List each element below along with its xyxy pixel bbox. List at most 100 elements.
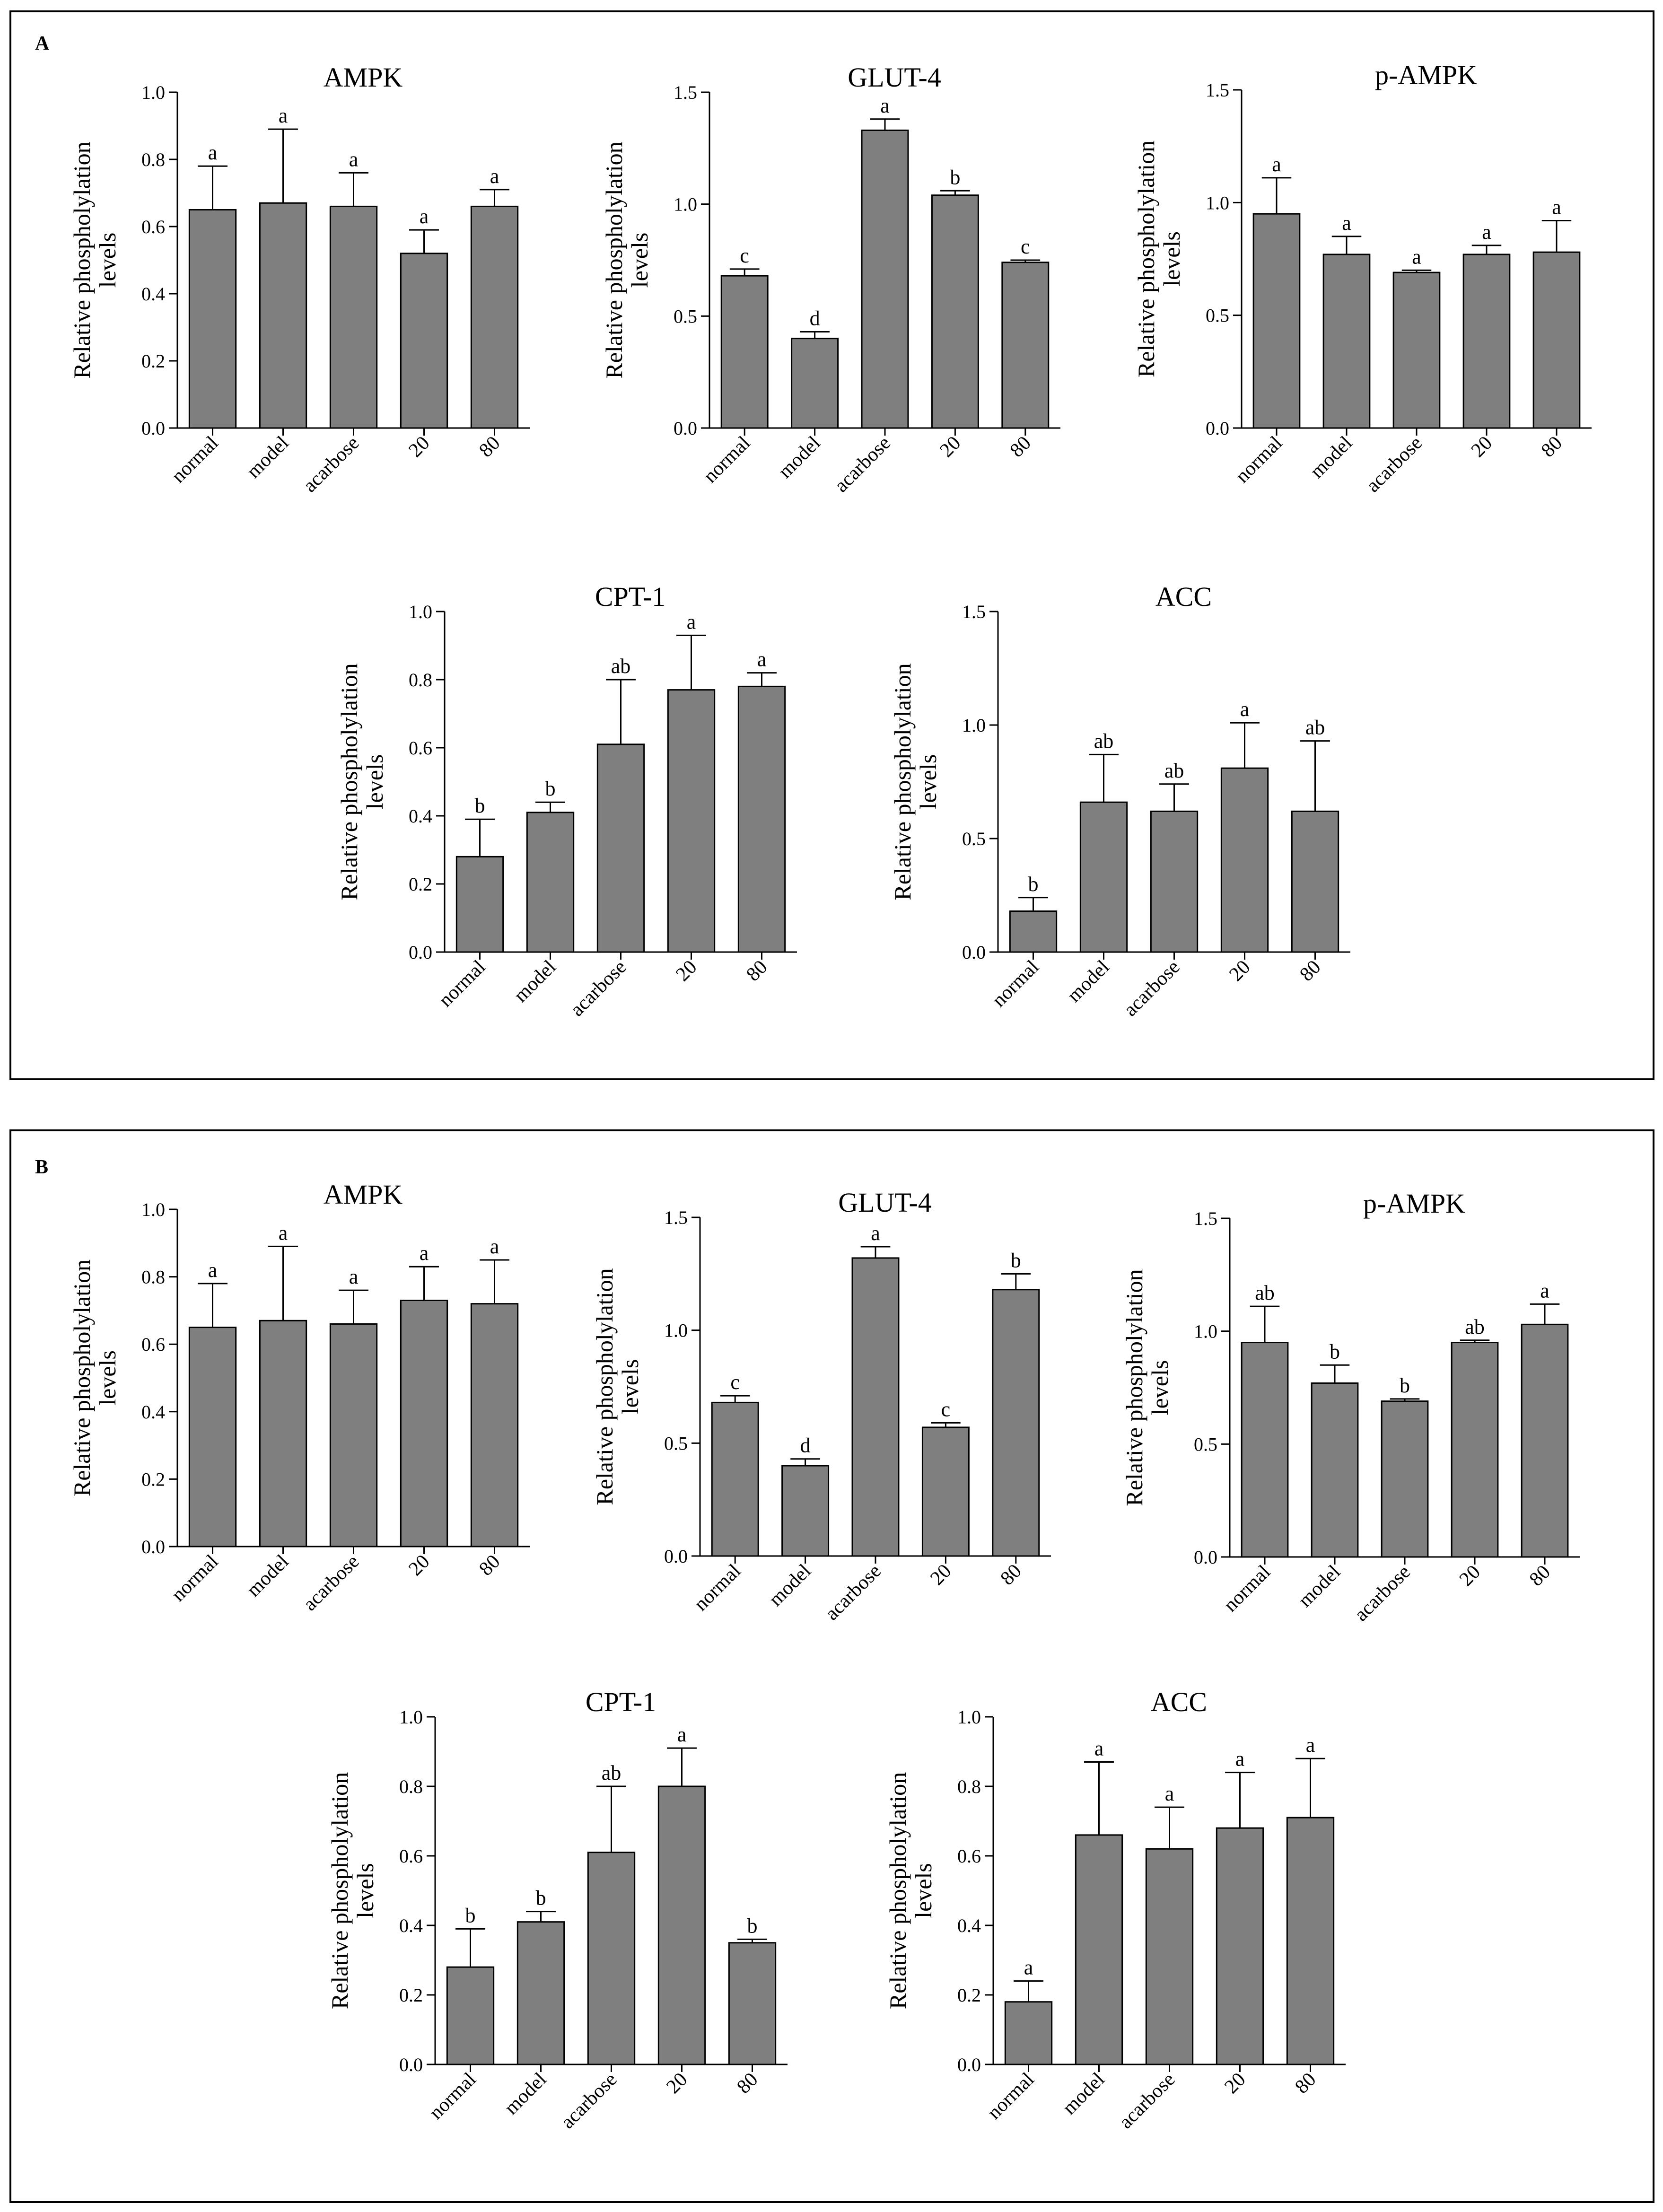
chart-a-acc-sig-letter-model: ab	[1094, 729, 1114, 752]
chart-a-p-ampk-ylabel-line-0: Relative phospholylation	[1133, 140, 1159, 377]
chart-b-acc-bar-model	[1075, 1834, 1123, 2065]
chart-b-glut-4-ytick-label-3: 1.5	[664, 1207, 688, 1228]
chart-a-cpt-1-bar-model	[526, 812, 575, 953]
chart-a-cpt-1-sig-letter-80: a	[757, 648, 767, 671]
chart-b-ampk-bar-model	[259, 1320, 307, 1548]
chart-b-glut-4-title: GLUT-4	[838, 1187, 932, 1218]
chart-a-glut-4-xtick-label-model: model	[774, 432, 825, 483]
chart-b-acc-ytick-label-0: 0.0	[957, 2054, 981, 2075]
chart-a-acc-title: ACC	[1155, 581, 1212, 612]
chart-b-acc-xtick-label-80: 80	[1291, 2069, 1320, 2098]
chart-a-cpt-1-ytick-label-4: 0.8	[409, 669, 432, 691]
chart-b-cpt-1-bar-80	[728, 1942, 777, 2065]
chart-b-acc-xtick-label-acarbose: acarbose	[1115, 2069, 1179, 2133]
chart-b-acc-sig-letter-normal: a	[1024, 1956, 1033, 1979]
chart-b-cpt-1-sig-letter-acarbose: ab	[602, 1761, 621, 1784]
chart-a-ampk-ylabel-line-1: levels	[94, 233, 121, 288]
chart-b-cpt-1-ytick-label-1: 0.2	[399, 1985, 423, 2006]
chart-b-acc-sig-letter-20: a	[1235, 1748, 1245, 1771]
chart-a-ampk-ytick-label-2: 0.4	[141, 283, 165, 305]
chart-a-acc-ytick-label-2: 1.0	[962, 715, 986, 736]
chart-b-ampk-xtick-label-acarbose: acarbose	[299, 1551, 363, 1615]
chart-a-ampk-xtick-label-80: 80	[475, 432, 504, 462]
chart-a-p-ampk-ytick-label-3: 1.5	[1206, 79, 1229, 101]
chart-a-acc-ytick-label-0: 0.0	[962, 942, 986, 963]
chart-b-acc-bar-20	[1216, 1827, 1264, 2065]
chart-b-glut-4-bar-model	[781, 1465, 830, 1557]
chart-a-p-ampk-ytick-label-0: 0.0	[1206, 418, 1229, 439]
chart-b-p-ampk-ytick-label-0: 0.0	[1194, 1547, 1217, 1568]
chart-a-glut-4-ytick-label-1: 0.5	[674, 306, 697, 327]
chart-a-cpt-1-ytick-label-2: 0.4	[409, 805, 432, 827]
chart-b-cpt-1-ylabel-line-0: Relative phospholylation	[326, 1772, 353, 2009]
chart-b-cpt-1-bar-model	[516, 1921, 565, 2065]
chart-a-cpt-1-xtick-label-acarbose: acarbose	[566, 956, 630, 1021]
chart-b-p-ampk-ytick-label-3: 1.5	[1194, 1208, 1217, 1229]
chart-a-ampk-ytick-label-0: 0.0	[141, 418, 165, 439]
chart-b-cpt-1-xtick-label-model: model	[500, 2069, 551, 2119]
chart-b-p-ampk-bar-normal	[1241, 1342, 1289, 1558]
panel-b: B	[9, 1129, 1654, 2203]
chart-a-ampk-ytick-label-1: 0.2	[141, 350, 165, 372]
chart-b-p-ampk-sig-letter-model: b	[1330, 1340, 1340, 1363]
chart-b-ampk-sig-letter-20: a	[420, 1242, 429, 1265]
chart-b-acc-ytick-label-2: 0.4	[957, 1915, 981, 1936]
chart-a-cpt-1-xtick-label-model: model	[510, 956, 560, 1007]
chart-b-acc-xtick-label-normal: normal	[983, 2069, 1039, 2124]
chart-b-glut-4-sig-letter-20: c	[941, 1398, 951, 1421]
chart-a-glut-4-ytick-label-0: 0.0	[674, 418, 697, 439]
chart-b-p-ampk-ylabel-line-0: Relative phospholylation	[1121, 1269, 1147, 1506]
chart-b-p-ampk-bar-acarbose	[1381, 1400, 1429, 1558]
chart-a-cpt-1-bar-acarbose	[596, 743, 645, 953]
chart-a-p-ampk-sig-letter-20: a	[1482, 220, 1491, 244]
chart-b-p-ampk-ytick-label-2: 1.0	[1194, 1321, 1217, 1342]
chart-a-p-ampk-xtick-label-normal: normal	[1231, 432, 1287, 488]
chart-a-glut-4-sig-letter-acarbose: a	[880, 94, 890, 117]
chart-a-cpt-1-bar-80	[737, 685, 786, 953]
chart-a-ampk-bar-normal	[188, 209, 237, 429]
chart-a-acc-sig-letter-80: ab	[1305, 716, 1325, 739]
chart-a-acc-xtick-label-model: model	[1063, 956, 1114, 1007]
panel-b-label: B	[35, 1156, 49, 1178]
chart-a-cpt-1-sig-letter-normal: b	[475, 794, 485, 817]
chart-a-ampk-title: AMPK	[324, 62, 403, 93]
chart-b-p-ampk-bar-20	[1451, 1342, 1499, 1558]
chart-b-ampk-ylabel-line-0: Relative phospholylation	[69, 1259, 95, 1496]
chart-a-acc-xtick-label-80: 80	[1295, 956, 1325, 986]
chart-b-glut-4-xtick-label-20: 20	[926, 1560, 955, 1590]
chart-a-p-ampk-ylabel-line-1: levels	[1158, 231, 1185, 287]
chart-b-acc-bar-acarbose	[1145, 1848, 1194, 2065]
chart-a-ampk-ylabel-line-0: Relative phospholylation	[69, 141, 95, 378]
chart-a-acc-xtick-label-20: 20	[1225, 956, 1254, 986]
chart-a-glut-4-xtick-label-normal: normal	[700, 432, 755, 488]
chart-a-glut-4-sig-letter-model: d	[810, 306, 820, 330]
chart-b-cpt-1-ytick-label-5: 1.0	[399, 1706, 423, 1728]
chart-b-ampk-ytick-label-0: 0.0	[141, 1536, 165, 1557]
chart-a-ampk-bar-model	[259, 202, 307, 429]
chart-b-p-ampk-sig-letter-normal: ab	[1255, 1281, 1275, 1304]
chart-a-glut-4-bar-80	[1001, 262, 1050, 429]
chart-b-cpt-1-sig-letter-80: b	[747, 1914, 758, 1937]
chart-b-acc-sig-letter-80: a	[1306, 1733, 1315, 1757]
chart-a-ampk-sig-letter-normal: a	[208, 141, 218, 164]
chart-b-glut-4-sig-letter-normal: c	[730, 1371, 740, 1394]
chart-a-cpt-1-sig-letter-acarbose: ab	[611, 655, 631, 678]
chart-b-acc-ylabel-line-0: Relative phospholylation	[884, 1772, 911, 2009]
chart-a-cpt-1-ylabel-line-0: Relative phospholylation	[336, 663, 362, 900]
chart-b-acc-ytick-label-1: 0.2	[957, 1985, 981, 2006]
chart-b-acc-xtick-label-20: 20	[1220, 2069, 1250, 2098]
chart-b-cpt-1-xtick-label-80: 80	[733, 2069, 762, 2098]
chart-a-cpt-1-bar-20	[667, 689, 716, 953]
chart-a-cpt-1-sig-letter-model: b	[545, 777, 556, 800]
chart-b-p-ampk-sig-letter-acarbose: b	[1400, 1374, 1410, 1397]
chart-a-glut-4-bar-acarbose	[861, 129, 909, 429]
chart-b-acc-xtick-label-model: model	[1059, 2069, 1109, 2119]
chart-a-glut-4-ytick-label-2: 1.0	[674, 194, 697, 215]
chart-b-glut-4-bar-normal	[711, 1401, 759, 1557]
chart-a-cpt-1-ylabel-line-1: levels	[361, 754, 388, 810]
chart-a-ampk-sig-letter-model: a	[279, 104, 288, 127]
